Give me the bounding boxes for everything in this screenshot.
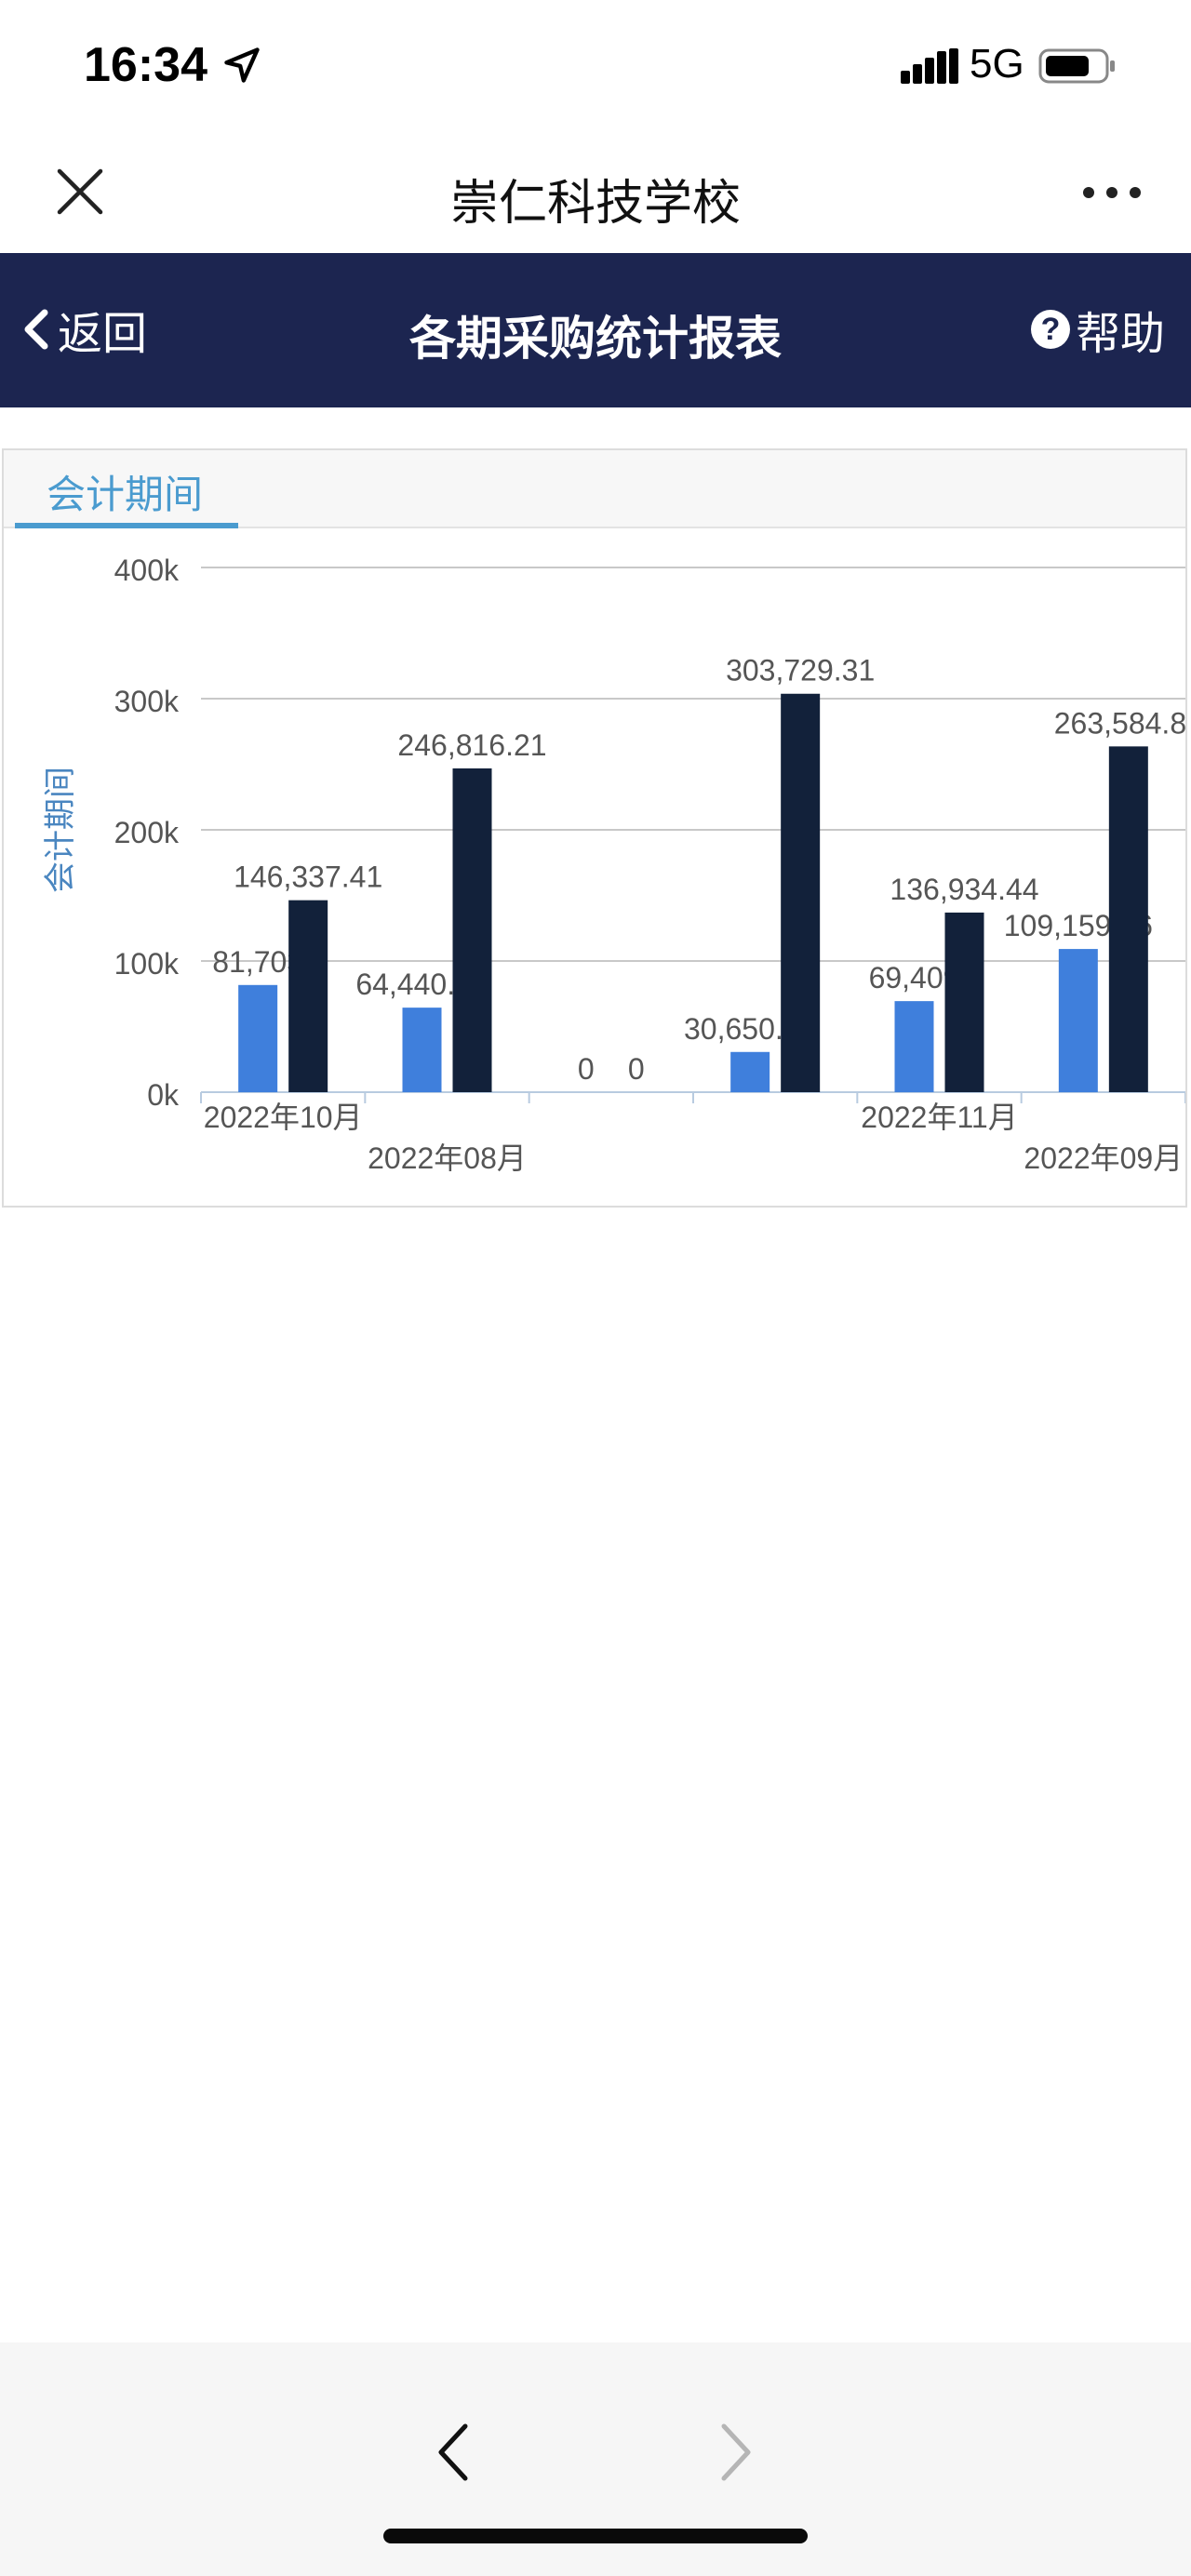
app-header: 返回 各期采购统计报表 ? 帮助 <box>0 253 1191 407</box>
y-tick-label: 300k <box>114 685 180 718</box>
data-label: 0 <box>578 1052 595 1086</box>
bar <box>402 1008 442 1092</box>
bar <box>781 693 821 1092</box>
home-indicator <box>383 2529 808 2543</box>
status-bar: 16:34 5G <box>0 0 1191 130</box>
tab-label: 会计期间 <box>47 473 204 516</box>
data-label: 69,409 <box>869 961 960 994</box>
bar <box>894 1001 934 1092</box>
tab-accounting-period[interactable]: 会计期间 <box>15 450 238 528</box>
x-category-label: 2022年11月 <box>861 1101 1017 1134</box>
x-category-label: 2022年09月 <box>1024 1141 1183 1175</box>
bar <box>452 767 492 1092</box>
help-icon: ? <box>1031 310 1070 349</box>
data-label: 303,729.31 <box>726 654 875 687</box>
bar <box>1058 949 1098 1092</box>
help-label: 帮助 <box>1076 310 1166 359</box>
battery-icon <box>1038 48 1115 84</box>
wechat-title-bar: 崇仁科技学校 <box>0 130 1191 253</box>
y-tick-label: 100k <box>114 947 180 981</box>
bar-chart: 0k100k200k300k400k会计期间81,70364,440.91030… <box>43 554 1185 1175</box>
data-label: 246,816.21 <box>397 728 546 762</box>
y-tick-label: 200k <box>114 816 180 849</box>
x-category-label: 2022年10月 <box>204 1101 363 1134</box>
data-label: 146,337.41 <box>234 861 382 894</box>
report-card: 会计期间 0k 100k 200k 300k 400k 会计期间 81,703 64,440.… <box>2 448 1187 1208</box>
forward-arrow-icon[interactable] <box>705 2415 765 2489</box>
bar <box>1108 746 1148 1092</box>
y-tick-label: 400k <box>114 554 180 587</box>
more-options-icon[interactable] <box>1079 179 1144 207</box>
data-label: 136,934.44 <box>890 873 1038 906</box>
data-label: 0 <box>628 1052 645 1086</box>
bar <box>730 1051 770 1092</box>
back-label: 返回 <box>58 310 148 359</box>
network-type: 5G <box>970 41 1024 87</box>
bar <box>288 900 328 1092</box>
tab-underline <box>15 523 238 528</box>
status-time: 16:34 <box>84 38 207 92</box>
bar <box>944 912 984 1092</box>
page-title: 各期采购统计报表 <box>409 313 782 365</box>
back-arrow-icon[interactable] <box>424 2415 484 2489</box>
back-button[interactable]: 返回 <box>20 301 147 359</box>
bar <box>238 984 278 1092</box>
signal-icon <box>901 48 958 84</box>
y-tick-label: 0k <box>147 1078 180 1112</box>
help-button[interactable]: ? 帮助 <box>1031 301 1165 359</box>
y-axis-title: 会计期间 <box>43 767 78 893</box>
x-category-label: 2022年08月 <box>368 1141 527 1175</box>
location-arrow-icon <box>224 47 260 83</box>
chevron-left-icon <box>24 309 48 350</box>
data-label: 263,584.88 <box>1054 706 1185 740</box>
tab-bar: 会计期间 <box>4 450 1185 528</box>
close-icon[interactable] <box>52 164 108 220</box>
wechat-page-title: 崇仁科技学校 <box>449 177 741 231</box>
data-label: 81,703 <box>212 945 303 979</box>
